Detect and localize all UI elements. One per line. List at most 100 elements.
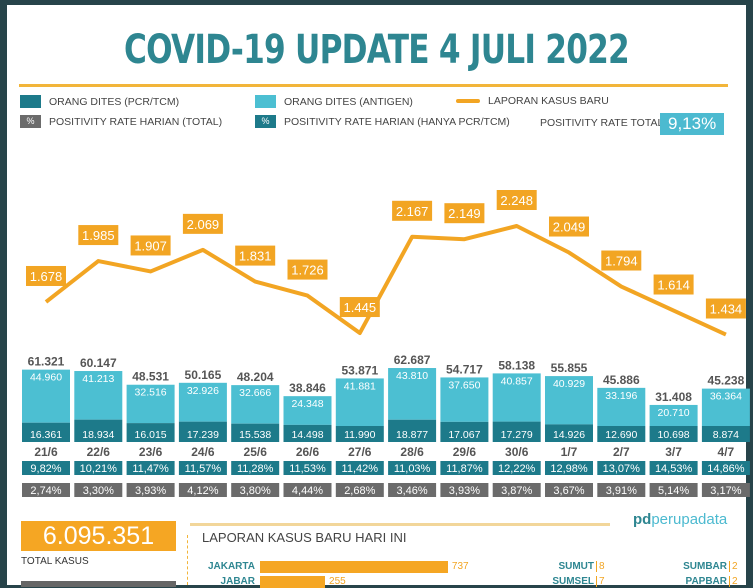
cases-label-box bbox=[78, 225, 119, 246]
total-cases-value: 6.095.351 bbox=[21, 521, 176, 551]
cases-label-box bbox=[601, 250, 642, 271]
pr-total-label: 3,87% bbox=[501, 485, 532, 497]
province-value: 2 bbox=[729, 561, 738, 572]
date-label: 27/6 bbox=[348, 445, 372, 459]
bar-total-label: 31.408 bbox=[655, 390, 692, 404]
divider bbox=[187, 535, 188, 585]
pr-total-label: 4,12% bbox=[187, 485, 218, 497]
date-label: 25/6 bbox=[244, 445, 268, 459]
pr-pcr-label: 14,86% bbox=[707, 463, 745, 475]
cases-label: 1.794 bbox=[605, 254, 638, 269]
date-label: 28/6 bbox=[400, 445, 424, 459]
bar-total-label: 53.871 bbox=[341, 363, 378, 377]
bar-pcr-label: 12.690 bbox=[605, 429, 637, 441]
pr-total-box bbox=[440, 483, 489, 497]
bar-antigen bbox=[388, 368, 437, 420]
cases-label-box bbox=[444, 203, 485, 224]
legend-pr-total: % POSITIVITY RATE HARIAN (TOTAL) bbox=[20, 115, 222, 128]
bar-antigen-label: 36.364 bbox=[710, 391, 742, 403]
cases-label: 1.985 bbox=[82, 228, 115, 243]
bar-antigen-label: 37.650 bbox=[448, 379, 480, 391]
pr-pcr-label: 13,07% bbox=[603, 463, 641, 475]
bar-pcr bbox=[440, 421, 489, 442]
pr-pcr-box bbox=[492, 461, 541, 475]
bar-antigen bbox=[492, 373, 541, 422]
bar-total-label: 54.717 bbox=[446, 362, 483, 376]
pr-pcr-box bbox=[649, 461, 698, 475]
pr-total-box bbox=[178, 483, 227, 497]
bar-antigen-label: 32.926 bbox=[187, 385, 219, 397]
pr-pcr-box bbox=[22, 461, 70, 475]
pr-pcr-label: 9,82% bbox=[30, 463, 61, 475]
positivity-total-value: 9,13% bbox=[660, 113, 725, 135]
pr-total-label: 2,68% bbox=[344, 485, 375, 497]
bar-pcr-label: 14.498 bbox=[291, 429, 323, 441]
cases-label-box bbox=[705, 298, 746, 319]
divider bbox=[190, 523, 610, 526]
legend-label: POSITIVITY RATE HARIAN (HANYA PCR/TCM) bbox=[284, 115, 510, 128]
pr-pcr-box bbox=[231, 461, 280, 475]
pr-total-box bbox=[335, 483, 384, 497]
province-name: JAKARTA bbox=[207, 561, 255, 572]
cases-label-box bbox=[496, 190, 537, 210]
bar-total-label: 62.687 bbox=[394, 353, 431, 367]
pr-total-label: 3,93% bbox=[135, 485, 166, 497]
pr-pcr-label: 10,21% bbox=[80, 463, 118, 475]
cases-label-box bbox=[392, 200, 433, 221]
bar-antigen bbox=[22, 369, 70, 423]
date-label: 23/6 bbox=[139, 445, 163, 459]
pr-total-box bbox=[22, 483, 70, 497]
bar-total-label: 50.165 bbox=[185, 368, 222, 382]
pr-pcr-label: 14,53% bbox=[655, 463, 693, 475]
bar-total-label: 45.886 bbox=[603, 373, 640, 387]
bar-pcr-label: 11.990 bbox=[344, 429, 375, 441]
section-title: LAPORAN KASUS BARU HARI INI bbox=[202, 530, 407, 545]
logo-text: perupadata bbox=[651, 511, 728, 528]
bar-total-label: 55.855 bbox=[551, 361, 588, 375]
pr-total-box bbox=[492, 483, 541, 497]
pr-pcr-box bbox=[283, 461, 332, 475]
province-name: SUMUT bbox=[558, 561, 594, 572]
cases-label: 1.678 bbox=[30, 269, 63, 284]
bar-pcr bbox=[545, 424, 593, 442]
pr-total-box bbox=[649, 483, 698, 497]
cases-label-box bbox=[130, 235, 171, 256]
cases-label: 1.434 bbox=[710, 302, 743, 317]
bar-antigen-label: 32.516 bbox=[135, 387, 167, 399]
bar-total-label: 38.846 bbox=[289, 381, 326, 395]
cases-label: 1.907 bbox=[134, 238, 167, 253]
bar-pcr bbox=[597, 426, 646, 442]
province-value: 8 bbox=[596, 561, 605, 572]
bar-pcr-label: 8.874 bbox=[713, 429, 739, 441]
bar-antigen bbox=[126, 384, 175, 424]
cases-label: 1.726 bbox=[291, 263, 324, 278]
pr-total-box bbox=[545, 483, 593, 497]
bar-pcr bbox=[701, 426, 750, 442]
bar-pcr bbox=[22, 422, 70, 442]
bar-antigen bbox=[231, 385, 280, 424]
bar-antigen-label: 20.710 bbox=[658, 407, 690, 419]
bar-pcr bbox=[388, 419, 437, 442]
date-label: 21/6 bbox=[34, 445, 58, 459]
bar-total-label: 45.238 bbox=[708, 374, 745, 388]
bar-total-label: 48.531 bbox=[132, 370, 169, 384]
pr-total-box bbox=[283, 483, 332, 497]
pr-pcr-box bbox=[335, 461, 384, 475]
pr-total-label: 3,17% bbox=[710, 485, 741, 497]
perupadata-logo: pdperupadata bbox=[633, 511, 727, 528]
cases-label-box bbox=[287, 259, 328, 280]
pr-pcr-box bbox=[545, 461, 593, 475]
bar-antigen bbox=[545, 376, 593, 425]
bar-antigen bbox=[178, 382, 227, 422]
total-cases-label: TOTAL KASUS bbox=[21, 556, 89, 567]
percent-icon: % bbox=[20, 115, 41, 128]
legend-antigen: ORANG DITES (ANTIGEN) bbox=[255, 95, 413, 108]
bar-total-label: 61.321 bbox=[28, 355, 65, 369]
pr-pcr-box bbox=[701, 461, 750, 475]
pr-total-label: 2,74% bbox=[30, 485, 61, 497]
pr-pcr-label: 11,47% bbox=[132, 463, 169, 475]
pr-pcr-label: 11,03% bbox=[394, 463, 431, 475]
bar-antigen-label: 43.810 bbox=[396, 370, 428, 382]
pr-total-box bbox=[701, 483, 750, 497]
